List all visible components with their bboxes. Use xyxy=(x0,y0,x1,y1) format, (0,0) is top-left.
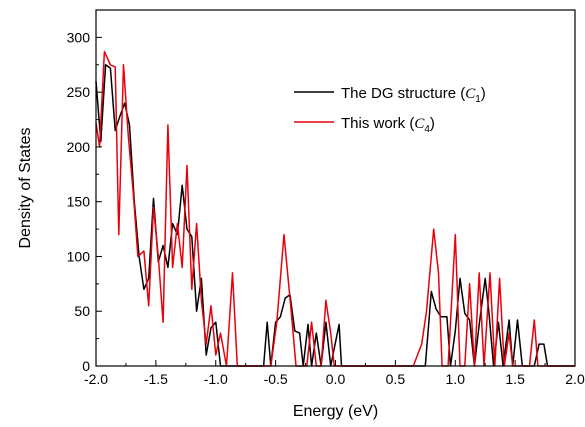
y-tick-label: 150 xyxy=(67,194,91,210)
y-tick-label: 50 xyxy=(74,303,90,319)
plot-lines xyxy=(95,50,575,367)
x-axis-label: Energy (eV) xyxy=(293,403,378,420)
legend-label-this-work-sub: 4 xyxy=(424,124,430,135)
x-tick-label: -1.5 xyxy=(144,371,168,387)
legend-label-this-work: This work (C4) xyxy=(341,115,435,135)
legend-label-dg: The DG structure (C1) xyxy=(341,85,486,105)
legend-label-dg-close: ) xyxy=(481,85,486,102)
y-axis: 0 50 100 150 200 250 300 xyxy=(67,9,102,374)
plot-frame xyxy=(95,9,576,367)
x-tick-label: 0.0 xyxy=(326,371,346,387)
y-tick-label: 100 xyxy=(67,248,91,264)
series-line-this-work xyxy=(95,50,575,367)
legend: The DG structure (C1) This work (C4) xyxy=(294,85,486,135)
legend-label-dg-text: The DG structure ( xyxy=(341,85,465,102)
legend-label-this-work-symbol: C xyxy=(414,116,425,132)
y-tick-label: 250 xyxy=(67,84,91,100)
y-tick-label: 200 xyxy=(67,139,91,155)
x-tick-label: 1.0 xyxy=(446,371,466,387)
y-tick-label: 0 xyxy=(82,358,90,374)
y-axis-label: Density of States xyxy=(17,128,34,249)
x-tick-label: 0.5 xyxy=(386,371,406,387)
x-axis: -2.0 -1.5 -1.0 -0.5 0.0 0.5 1.0 1.5 2.0 xyxy=(84,360,585,387)
legend-label-this-work-close: ) xyxy=(430,115,435,132)
series-line-dg-structure xyxy=(95,64,575,367)
x-tick-label: 2.0 xyxy=(565,371,585,387)
x-tick-label: -1.0 xyxy=(204,371,228,387)
x-tick-label: 1.5 xyxy=(505,371,525,387)
x-tick-label: -0.5 xyxy=(264,371,288,387)
y-tick-label: 300 xyxy=(67,29,91,45)
legend-entry-this-work: This work (C4) xyxy=(294,115,435,135)
x-tick-label: -2.0 xyxy=(84,371,108,387)
legend-label-this-work-text: This work ( xyxy=(341,115,414,132)
legend-entry-dg: The DG structure (C1) xyxy=(294,85,486,105)
legend-label-dg-sub: 1 xyxy=(475,94,481,105)
legend-label-dg-symbol: C xyxy=(465,86,476,102)
